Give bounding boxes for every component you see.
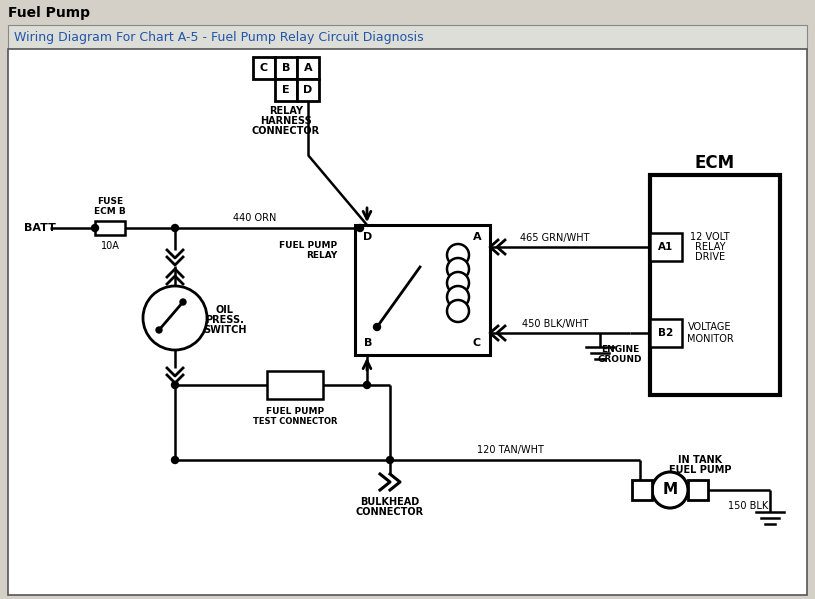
Text: BULKHEAD: BULKHEAD xyxy=(360,497,420,507)
Text: Wiring Diagram For Chart A-5 - Fuel Pump Relay Circuit Diagnosis: Wiring Diagram For Chart A-5 - Fuel Pump… xyxy=(14,31,424,44)
Text: C: C xyxy=(473,338,481,348)
Circle shape xyxy=(363,382,371,389)
Bar xyxy=(95,221,125,235)
Bar xyxy=(0,0,815,25)
Text: A1: A1 xyxy=(659,242,674,252)
Text: B2: B2 xyxy=(659,328,674,338)
Text: RELAY: RELAY xyxy=(269,106,303,116)
Text: RELAY: RELAY xyxy=(306,250,337,259)
Text: D: D xyxy=(303,85,313,95)
Bar xyxy=(297,57,319,79)
Text: B: B xyxy=(282,63,290,73)
Text: 150 BLK: 150 BLK xyxy=(728,501,768,511)
Circle shape xyxy=(356,225,363,231)
Text: 12 VOLT: 12 VOLT xyxy=(690,232,729,242)
Circle shape xyxy=(91,225,99,231)
Circle shape xyxy=(652,472,688,508)
Bar xyxy=(253,57,275,79)
Text: A: A xyxy=(304,63,312,73)
Circle shape xyxy=(143,286,207,350)
Text: RELAY: RELAY xyxy=(694,242,725,252)
Text: ECM: ECM xyxy=(695,154,735,172)
Text: A: A xyxy=(473,232,482,242)
Text: 120 TAN/WHT: 120 TAN/WHT xyxy=(477,445,544,455)
Text: CONNECTOR: CONNECTOR xyxy=(252,126,320,136)
Text: HARNESS: HARNESS xyxy=(260,116,312,126)
Text: VOLTAGE: VOLTAGE xyxy=(688,322,732,332)
Text: 450 BLK/WHT: 450 BLK/WHT xyxy=(522,319,588,329)
Text: FUEL PUMP: FUEL PUMP xyxy=(266,407,324,416)
Text: Fuel Pump: Fuel Pump xyxy=(8,6,90,20)
Text: 10A: 10A xyxy=(100,241,120,251)
Text: BATT: BATT xyxy=(24,223,56,233)
Circle shape xyxy=(447,300,469,322)
Circle shape xyxy=(180,299,186,305)
Circle shape xyxy=(447,244,469,266)
Text: 440 ORN: 440 ORN xyxy=(233,213,276,223)
Text: D: D xyxy=(363,232,372,242)
Circle shape xyxy=(171,225,178,231)
Circle shape xyxy=(171,456,178,464)
Circle shape xyxy=(447,258,469,280)
Circle shape xyxy=(373,323,381,331)
Text: E: E xyxy=(282,85,290,95)
Text: 465 GRN/WHT: 465 GRN/WHT xyxy=(520,233,590,243)
Text: ENGINE: ENGINE xyxy=(601,344,639,353)
Text: IN TANK: IN TANK xyxy=(678,455,722,465)
Text: M: M xyxy=(663,483,677,498)
Bar xyxy=(650,175,780,395)
Text: FUSE: FUSE xyxy=(97,198,123,207)
Text: OIL: OIL xyxy=(216,305,234,315)
Circle shape xyxy=(171,382,178,389)
Bar xyxy=(355,225,490,355)
Text: GROUND: GROUND xyxy=(597,355,642,364)
Bar xyxy=(688,480,708,500)
Text: PRESS.: PRESS. xyxy=(205,315,244,325)
Bar xyxy=(650,319,682,347)
Text: C: C xyxy=(260,63,268,73)
Bar xyxy=(650,233,682,261)
Bar xyxy=(275,57,297,79)
Text: ECM B: ECM B xyxy=(94,207,126,216)
Circle shape xyxy=(447,286,469,308)
Text: DRIVE: DRIVE xyxy=(695,252,725,262)
Bar xyxy=(267,371,323,399)
Circle shape xyxy=(447,272,469,294)
Text: FUEL PUMP: FUEL PUMP xyxy=(669,465,731,475)
Bar xyxy=(8,25,807,49)
Text: CONNECTOR: CONNECTOR xyxy=(356,507,424,517)
Bar xyxy=(297,79,319,101)
Text: TEST CONNECTOR: TEST CONNECTOR xyxy=(253,416,337,425)
Text: B: B xyxy=(363,338,372,348)
Text: FUEL PUMP: FUEL PUMP xyxy=(279,241,337,250)
Bar xyxy=(275,79,297,101)
Circle shape xyxy=(386,456,394,464)
Text: MONITOR: MONITOR xyxy=(686,334,734,344)
Circle shape xyxy=(156,327,162,333)
Text: SWITCH: SWITCH xyxy=(203,325,247,335)
Bar xyxy=(632,480,652,500)
